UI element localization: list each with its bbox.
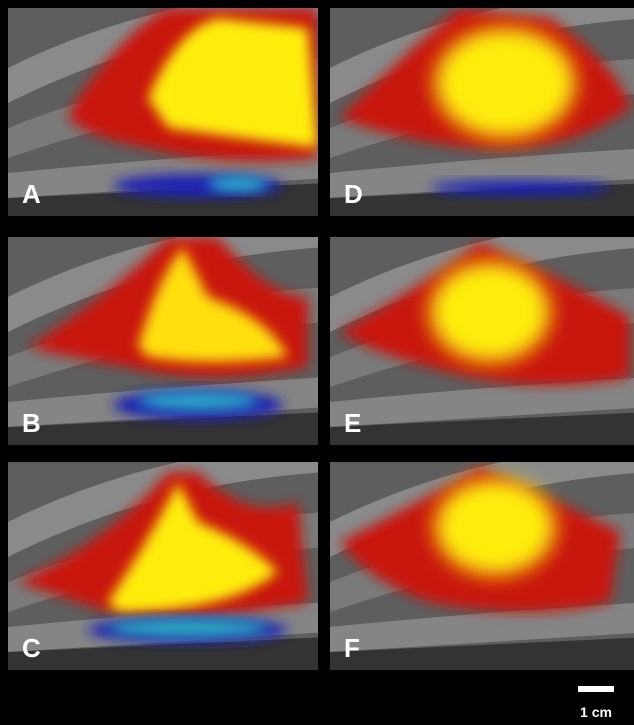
scale-bar bbox=[578, 686, 614, 692]
panel-c: C bbox=[8, 442, 328, 672]
panel-label: F bbox=[344, 633, 360, 663]
panel-e: E bbox=[330, 217, 634, 447]
scale-bar-label: 1 cm bbox=[580, 704, 612, 720]
panel-d: D bbox=[330, 0, 634, 218]
panel-f: F bbox=[330, 442, 634, 672]
panel-label: E bbox=[344, 408, 361, 438]
panel-label: B bbox=[22, 408, 41, 438]
panel-label: C bbox=[22, 633, 41, 663]
panel-label: D bbox=[344, 179, 363, 209]
figure: A B C D E F 1 cm bbox=[0, 0, 634, 725]
panel-b: B bbox=[8, 217, 328, 447]
panel-a: A bbox=[8, 0, 328, 218]
panel-label: A bbox=[22, 179, 41, 209]
